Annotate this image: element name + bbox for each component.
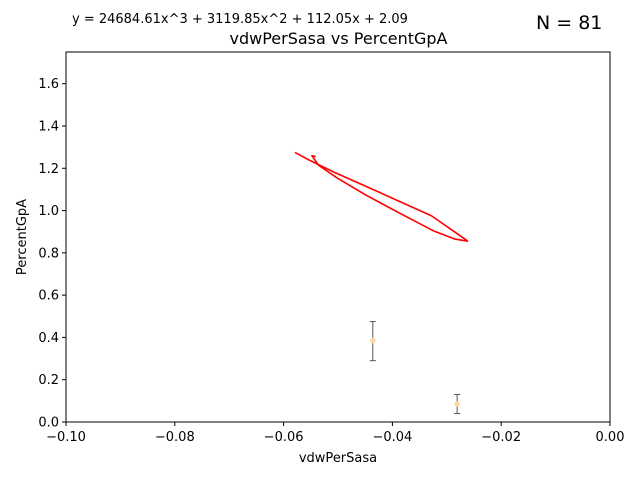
y-tick-label: 0.0 <box>38 416 59 431</box>
x-tick-label: −0.08 <box>155 430 195 445</box>
y-tick-label: 0.4 <box>38 331 59 346</box>
y-tick-label: 1.4 <box>38 120 59 135</box>
fit-curve-line <box>294 151 469 242</box>
x-tick-label: −0.10 <box>46 430 86 445</box>
data-point <box>370 337 376 344</box>
x-tick-label: −0.06 <box>264 430 304 445</box>
chart-title: vdwPerSasa vs PercentGpA <box>230 29 448 48</box>
y-tick-label: 1.0 <box>38 204 59 219</box>
plot-area <box>65 51 611 423</box>
y-axis-label: PercentGpA <box>15 199 30 275</box>
plot-frame <box>65 51 611 423</box>
regression-equation: y = 24684.61x^3 + 3119.85x^2 + 112.05x +… <box>72 12 408 27</box>
y-axis: 0.0 0.2 0.4 0.6 0.8 1.0 1.2 1.4 1.6 <box>38 77 66 431</box>
y-tick-label: 0.6 <box>38 289 59 304</box>
x-tick-label: −0.02 <box>481 430 521 445</box>
sample-count-label: N = 81 <box>536 12 603 34</box>
y-tick-label: 0.2 <box>38 373 59 388</box>
y-tick-label: 1.2 <box>38 162 59 177</box>
x-tick-label: −0.04 <box>372 430 412 445</box>
x-axis: −0.10 −0.08 −0.06 −0.04 −0.02 0.00 <box>46 422 624 445</box>
data-point <box>454 401 460 407</box>
fit-curve-layer <box>294 151 469 242</box>
data-points-layer <box>369 321 461 415</box>
x-tick-label: 0.00 <box>596 430 625 445</box>
y-tick-label: 1.6 <box>38 77 59 92</box>
y-tick-label: 0.8 <box>38 246 59 261</box>
x-axis-label: vdwPerSasa <box>299 451 377 466</box>
